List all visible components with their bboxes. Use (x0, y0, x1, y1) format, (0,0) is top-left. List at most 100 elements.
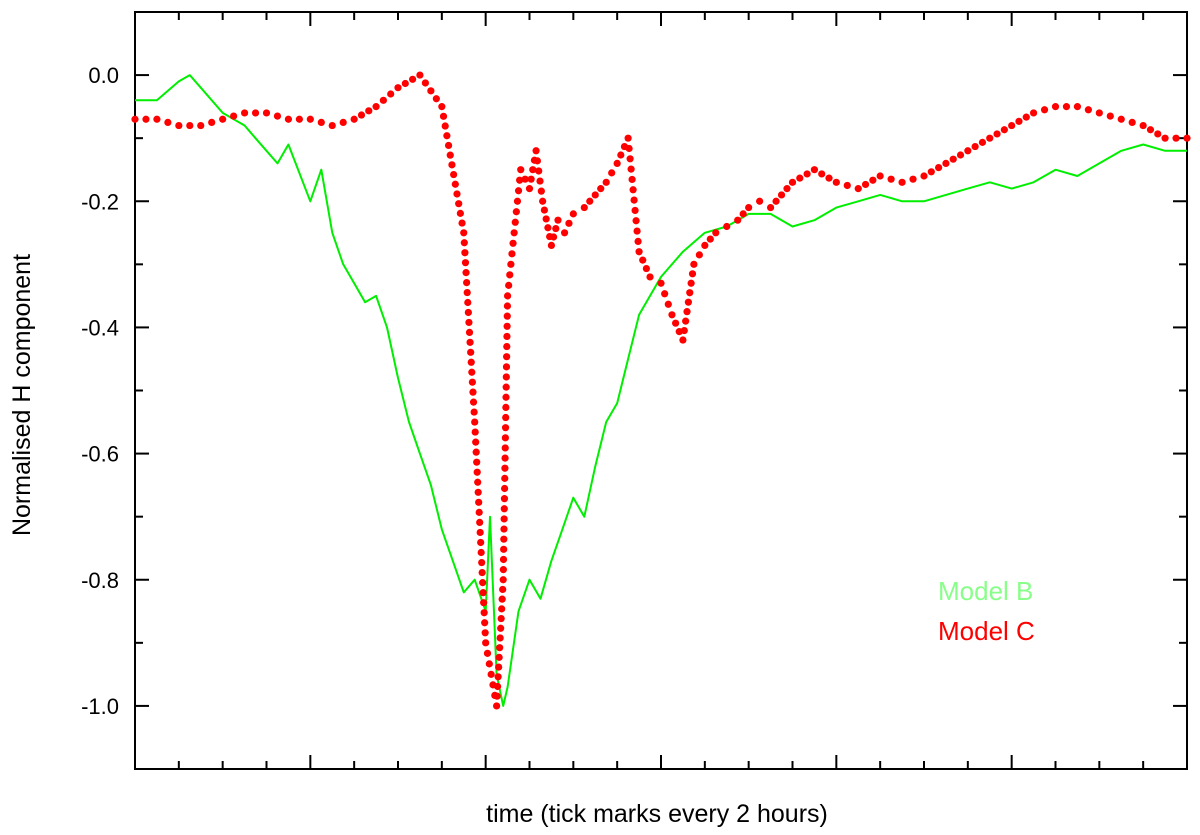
y-tick-label: -0.2 (81, 189, 119, 214)
model-c-point (1040, 106, 1049, 114)
model-c-point (475, 508, 483, 516)
y-axis-title: Normalised H component (8, 254, 36, 536)
plot-area (134, 11, 1188, 770)
model-c-point (499, 585, 507, 594)
model-c-point (783, 185, 791, 193)
model-c-point (401, 79, 409, 88)
model-c-point (1146, 126, 1155, 134)
model-c-point (537, 187, 545, 195)
model-c-point (469, 398, 478, 406)
model-c-point (501, 484, 509, 493)
model-c-point (1154, 130, 1162, 138)
model-c-point (164, 118, 172, 126)
model-c-point (745, 203, 753, 212)
model-c-point (466, 338, 474, 346)
model-c-point (788, 178, 797, 186)
model-c-point (657, 279, 665, 287)
model-c-point (497, 624, 505, 632)
model-c-point (460, 229, 468, 237)
model-c-point (796, 174, 804, 182)
model-c-point (503, 302, 512, 310)
model-c-point (739, 210, 747, 218)
model-c-point (818, 170, 826, 178)
model-c-point (473, 458, 481, 466)
model-c-point (461, 259, 470, 267)
model-c-point (251, 109, 260, 117)
model-c-point (756, 197, 764, 205)
model-c-point (617, 151, 625, 159)
model-c-point (630, 196, 638, 204)
model-c-point (505, 281, 513, 289)
model-c-point (501, 444, 509, 452)
model-c-point (529, 166, 537, 174)
model-c-point (683, 308, 691, 316)
model-c-point (306, 115, 314, 123)
model-c-point (631, 206, 639, 215)
model-c-point (503, 342, 511, 351)
model-c-point (501, 434, 509, 442)
model-c-point (493, 692, 501, 700)
model-c-point (634, 237, 642, 245)
model-c-point (542, 215, 550, 223)
model-c-point (503, 292, 512, 300)
model-c-point (501, 464, 509, 472)
model-c-point (262, 109, 271, 117)
model-c-point (533, 157, 541, 165)
model-c-point (502, 403, 510, 411)
model-c-point (560, 229, 569, 237)
model-c-point (580, 203, 588, 212)
model-c-point (463, 278, 471, 287)
model-c-point (473, 468, 481, 476)
model-c-point (1029, 109, 1038, 117)
model-c-point (1172, 134, 1180, 142)
model-c-point (476, 518, 484, 527)
model-c-point (690, 260, 698, 268)
model-c-point (462, 269, 470, 277)
model-c-point (500, 515, 508, 523)
model-c-point (920, 172, 928, 180)
model-c-point (465, 328, 474, 336)
model-c-point (540, 206, 549, 214)
model-c-point (629, 186, 637, 194)
model-c-point (474, 478, 482, 486)
model-c-point (1183, 134, 1191, 142)
model-c-point (467, 358, 475, 366)
model-c-point (502, 413, 510, 422)
model-c-point (1022, 113, 1030, 121)
model-c-point (339, 118, 347, 126)
model-c-point (508, 250, 516, 258)
model-c-point (379, 96, 387, 104)
model-c-point (478, 558, 486, 567)
model-c-point (468, 368, 476, 376)
model-c-point (465, 318, 473, 327)
model-c-point (474, 488, 482, 496)
model-c-point (501, 474, 509, 482)
model-c-point (186, 121, 194, 130)
model-c-point (688, 270, 697, 278)
model-c-point (521, 175, 529, 183)
y-tick-label: -1.0 (81, 694, 119, 719)
model-c-point (1139, 121, 1147, 130)
model-c-point (500, 535, 508, 543)
model-c-point (536, 177, 544, 185)
model-c-point (1106, 112, 1114, 120)
model-c-point (481, 629, 489, 637)
model-c-point (469, 388, 477, 396)
model-c-point (295, 115, 303, 123)
model-c-point (467, 348, 475, 356)
model-c-point (464, 308, 472, 317)
model-c-point (887, 175, 895, 183)
model-c-point (1128, 118, 1136, 126)
model-c-point (175, 121, 183, 130)
model-c-point (482, 639, 490, 647)
model-c-point (625, 144, 633, 153)
model-c-point (1117, 115, 1125, 123)
model-c-point (458, 219, 466, 227)
model-c-point (438, 103, 446, 111)
model-c-point (416, 71, 424, 79)
model-c-point (682, 317, 690, 325)
model-c-point (869, 176, 877, 184)
model-c-point (679, 336, 687, 344)
model-c-point (451, 180, 459, 188)
model-c-point (712, 229, 720, 237)
